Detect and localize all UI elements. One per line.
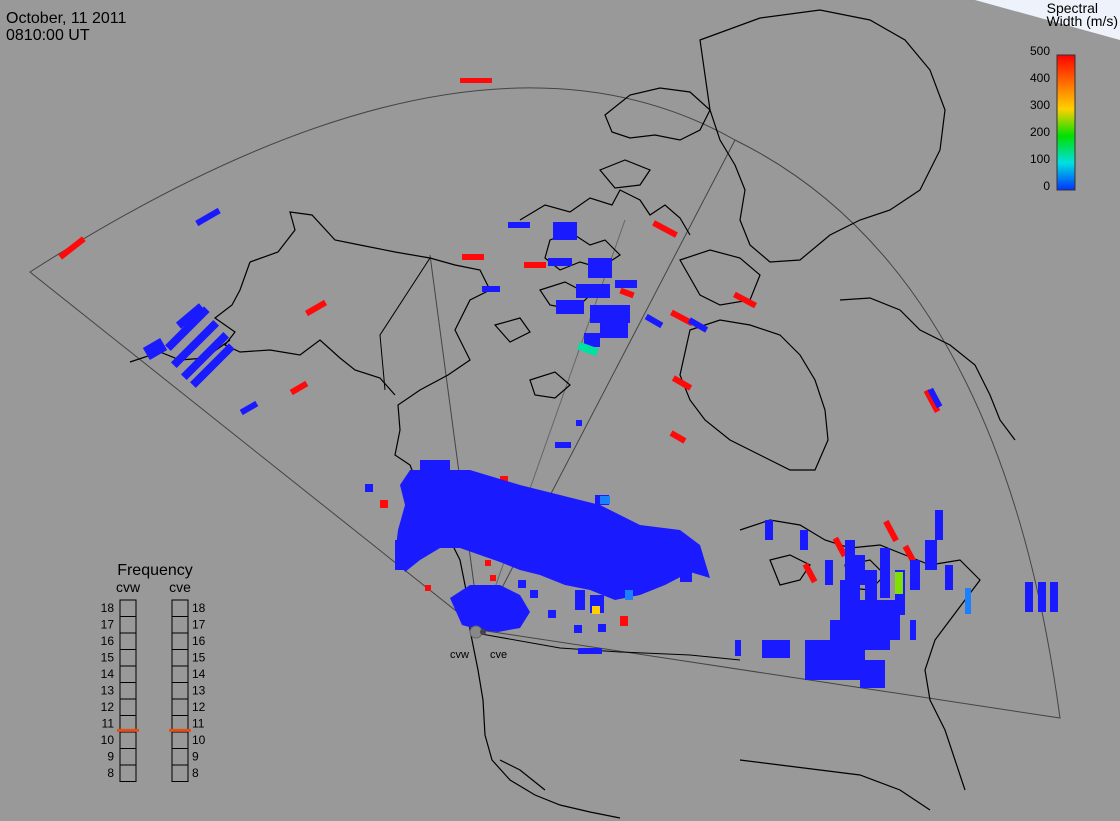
- colorbar-tick-100: 100: [1030, 152, 1050, 166]
- header: October, 11 2011 0810:00 UT: [6, 10, 126, 44]
- frequency-level-label: 8: [107, 766, 114, 780]
- radar-site-label-cvw: cvw: [450, 649, 469, 661]
- frequency-radar-label-cve: cve: [169, 579, 191, 595]
- date-label: October, 11 2011: [6, 10, 126, 27]
- frequency-level-label: 12: [192, 700, 206, 714]
- colorbar-title-line2: Width (m/s): [1046, 13, 1118, 29]
- radar-site-label-cve: cve: [490, 649, 507, 661]
- frequency-level-label: 12: [101, 700, 115, 714]
- frequency-level-label: 13: [192, 684, 206, 698]
- frequency-panel: Frequency cvw cve 18 17 16 15 14 13 12 11 10 9 8 18…: [101, 562, 206, 782]
- frequency-level-label: 18: [192, 601, 206, 615]
- frequency-level-label: 9: [107, 750, 114, 764]
- frequency-ladder-cvw: [119, 599, 137, 782]
- frequency-level-label: 11: [192, 717, 205, 731]
- frequency-level-label: 14: [192, 667, 206, 681]
- echoes-arctic: [482, 222, 709, 448]
- frequency-ladder-cve: [171, 599, 189, 782]
- radar-site-dot: [480, 629, 486, 635]
- colorbar-tick-200: 200: [1030, 125, 1050, 139]
- echoes-arctic-mid: [577, 341, 599, 357]
- frequency-level-label: 17: [192, 618, 206, 632]
- us-canada-border: [469, 631, 741, 661]
- alaska-border: [379, 257, 431, 391]
- echoes-eastern-green: [895, 572, 903, 594]
- colorbar-tick-400: 400: [1030, 71, 1050, 85]
- radar-echoes: [58, 78, 1058, 688]
- echoes-eastern: [735, 387, 1058, 688]
- frequency-level-label: 15: [192, 651, 206, 665]
- frequency-level-label: 9: [192, 750, 199, 764]
- time-label: 0810:00 UT: [6, 27, 90, 44]
- frequency-title: Frequency: [117, 562, 193, 579]
- colorbar-gradient: [1056, 54, 1076, 191]
- colorbar-legend: Spectral Width (m/s) 500 400 300 200 100…: [1030, 0, 1118, 193]
- frequency-level-label: 10: [192, 733, 206, 747]
- echoes-main-light: [600, 496, 633, 600]
- frequency-level-label: 13: [101, 684, 115, 698]
- echoes-alaska: [142, 207, 259, 416]
- frequency-level-label: 16: [192, 634, 206, 648]
- radar-sites: cvw cve: [450, 625, 507, 661]
- frequency-level-label: 17: [101, 618, 115, 632]
- frequency-level-label: 16: [101, 634, 115, 648]
- frequency-level-label: 14: [101, 667, 115, 681]
- colorbar-tick-300: 300: [1030, 98, 1050, 112]
- frequency-radar-label-cvw: cvw: [116, 579, 141, 595]
- colorbar-tick-500: 500: [1030, 44, 1050, 58]
- frequency-level-label: 18: [101, 601, 115, 615]
- echoes-main-band: [365, 460, 710, 654]
- colorbar-tick-0: 0: [1043, 179, 1050, 193]
- political-boundaries: [379, 257, 741, 661]
- colorbar-title-line1: Spectral: [1047, 0, 1098, 16]
- frequency-level-label: 10: [101, 733, 115, 747]
- frequency-level-label: 8: [192, 766, 199, 780]
- echoes-main-yellow: [592, 606, 600, 614]
- corner-highlight: [975, 0, 1120, 40]
- frequency-level-label: 11: [102, 717, 115, 731]
- echoes-eastern-light: [965, 588, 971, 614]
- cvw-beam-boundary: [429, 254, 481, 631]
- frequency-level-label: 15: [101, 651, 115, 665]
